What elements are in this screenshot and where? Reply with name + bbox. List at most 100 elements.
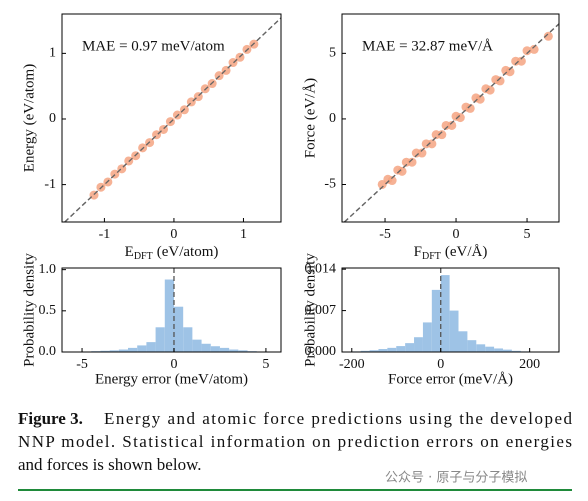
x-tick-label: 1 <box>240 227 247 242</box>
axes-frame <box>341 267 560 353</box>
x-label-sub: DFT <box>134 251 153 262</box>
bar <box>360 350 370 352</box>
y-tick-label: 0.014 <box>305 261 337 276</box>
y-tick-label: 0.000 <box>305 344 337 359</box>
x-label-sub: DFT <box>422 251 441 262</box>
axes-frame <box>341 13 560 223</box>
point <box>505 67 515 77</box>
point <box>447 120 457 130</box>
x-tick-label: -1 <box>99 227 111 242</box>
y-tick-label: 0.007 <box>305 303 337 318</box>
annotation: MAE = 32.87 meV/Å <box>362 38 493 54</box>
bar <box>422 322 432 352</box>
x-tick-label: -200 <box>339 357 365 372</box>
y-tick-label: 0 <box>49 111 56 126</box>
point <box>387 176 397 186</box>
y-tick-label: 1.0 <box>39 262 57 277</box>
bar <box>201 343 211 352</box>
bar <box>502 349 512 352</box>
bar <box>128 347 138 352</box>
bar <box>494 348 503 352</box>
bar <box>229 349 239 352</box>
bar <box>137 345 147 352</box>
point <box>407 157 417 167</box>
bar <box>405 343 415 352</box>
point <box>485 85 495 95</box>
point <box>522 46 532 56</box>
identity-line <box>343 23 560 223</box>
point <box>437 130 447 140</box>
bar <box>192 339 202 352</box>
x-tick-label: 5 <box>524 227 531 242</box>
x-label-unit: (eV/atom) <box>157 244 219 260</box>
point <box>465 103 475 113</box>
identity-line <box>64 17 282 223</box>
x-tick-label: 200 <box>519 357 540 372</box>
point <box>543 31 553 41</box>
x-tick-label: 0 <box>170 357 177 372</box>
bar <box>511 350 521 352</box>
bar <box>476 344 486 352</box>
x-tick-label: 0 <box>437 357 444 372</box>
point <box>455 113 465 123</box>
y-tick-label: -5 <box>324 177 336 192</box>
y-tick-label: 0 <box>329 111 336 126</box>
x-tick-label: 5 <box>262 357 269 372</box>
x-axis-label: FDFT (eV/Å) <box>414 244 488 262</box>
bar <box>387 347 397 352</box>
bar <box>219 347 230 352</box>
point <box>475 94 485 104</box>
x-axis-label: Energy error (meV/atom) <box>95 371 248 387</box>
caption-label: Figure 3. <box>18 409 83 428</box>
point <box>397 166 407 176</box>
bar <box>440 275 450 352</box>
x-tick-label: -5 <box>379 227 391 242</box>
x-tick-label: -5 <box>76 357 88 372</box>
point <box>417 148 427 158</box>
bar <box>369 350 379 352</box>
point <box>427 139 437 149</box>
annotation: MAE = 0.97 meV/atom <box>82 38 225 54</box>
bar <box>173 306 184 352</box>
bar <box>485 346 495 352</box>
point <box>529 44 539 54</box>
caption-line: and forces is shown below. <box>18 455 202 474</box>
bar <box>378 349 388 352</box>
x-label-unit: (eV/Å) <box>445 244 487 260</box>
y-tick-label: 5 <box>329 46 336 61</box>
x-axis-label: EDFT (eV/atom) <box>125 244 219 262</box>
y-tick-label: 0.0 <box>39 344 57 359</box>
bar <box>414 337 423 352</box>
bar <box>146 342 156 352</box>
point <box>377 179 387 189</box>
bar <box>164 279 174 352</box>
x-label-main: E <box>125 244 134 260</box>
y-axis-label: Probability density <box>302 253 318 367</box>
bar <box>449 310 459 352</box>
y-axis-label: Probability density <box>21 253 37 367</box>
bar <box>183 327 193 352</box>
bar <box>155 327 165 352</box>
bar <box>118 349 129 352</box>
x-label-main: F <box>414 244 422 260</box>
y-tick-label: 1 <box>49 46 56 61</box>
bar <box>100 350 110 352</box>
x-axis-label: Force error (meV/Å) <box>388 371 513 387</box>
bar <box>431 289 441 352</box>
caption-line: Energy and atomic force predictions usin… <box>104 409 573 428</box>
bar <box>210 346 220 352</box>
point <box>516 56 526 66</box>
y-axis-label: Force (eV/Å) <box>302 78 318 158</box>
caption-line: NNP model. Statistical information on pr… <box>18 432 572 451</box>
watermark: 公众号 · 原子与分子模拟 <box>385 471 527 486</box>
bar <box>467 340 477 352</box>
bar <box>238 350 248 352</box>
bar <box>458 331 468 352</box>
y-tick-label: 0.5 <box>39 303 57 318</box>
bar <box>396 346 406 352</box>
bar <box>109 350 119 352</box>
axes-frame <box>61 267 282 353</box>
axes-frame <box>61 13 282 223</box>
y-axis-label: Energy (eV/atom) <box>21 64 37 172</box>
